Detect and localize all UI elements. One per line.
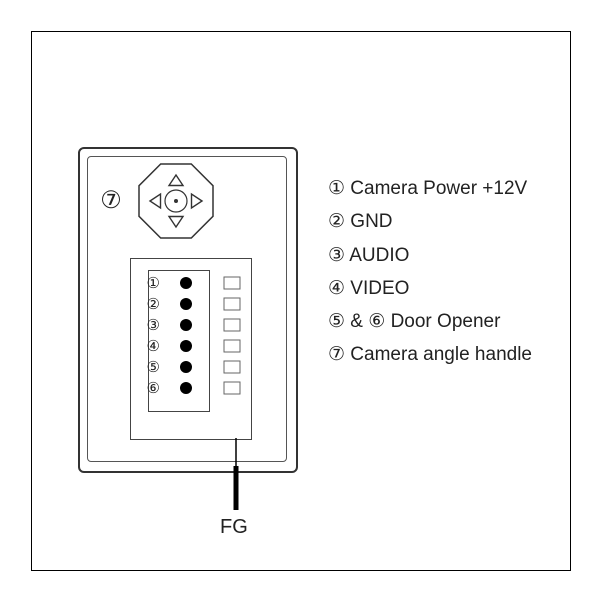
fg-label: FG bbox=[220, 516, 248, 539]
marker-7: ⑦ bbox=[97, 187, 125, 215]
legend-item: ③ AUDIO bbox=[328, 239, 532, 272]
legend-item: ④ VIDEO bbox=[328, 272, 532, 305]
legend: ① Camera Power +12V② GND③ AUDIO④ VIDEO⑤ … bbox=[328, 172, 532, 372]
legend-item: ② GND bbox=[328, 205, 532, 238]
legend-item: ⑤ & ⑥ Door Opener bbox=[328, 305, 532, 338]
terminal-block-inner bbox=[148, 270, 210, 412]
legend-item: ⑦ Camera angle handle bbox=[328, 338, 532, 371]
legend-item: ① Camera Power +12V bbox=[328, 172, 532, 205]
